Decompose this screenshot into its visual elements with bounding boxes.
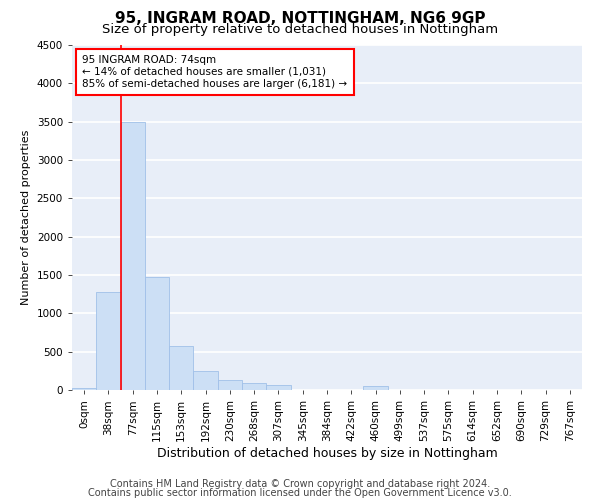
Bar — [364, 386, 388, 390]
Bar — [193, 371, 218, 390]
Text: Contains HM Land Registry data © Crown copyright and database right 2024.: Contains HM Land Registry data © Crown c… — [110, 479, 490, 489]
Bar — [266, 385, 290, 390]
Y-axis label: Number of detached properties: Number of detached properties — [21, 130, 31, 305]
X-axis label: Distribution of detached houses by size in Nottingham: Distribution of detached houses by size … — [157, 446, 497, 460]
Text: Size of property relative to detached houses in Nottingham: Size of property relative to detached ho… — [102, 22, 498, 36]
Bar — [96, 292, 121, 390]
Bar — [242, 384, 266, 390]
Bar — [169, 346, 193, 390]
Bar — [218, 380, 242, 390]
Bar — [145, 278, 169, 390]
Text: Contains public sector information licensed under the Open Government Licence v3: Contains public sector information licen… — [88, 488, 512, 498]
Bar — [72, 388, 96, 390]
Bar — [121, 122, 145, 390]
Text: 95, INGRAM ROAD, NOTTINGHAM, NG6 9GP: 95, INGRAM ROAD, NOTTINGHAM, NG6 9GP — [115, 11, 485, 26]
Text: 95 INGRAM ROAD: 74sqm
← 14% of detached houses are smaller (1,031)
85% of semi-d: 95 INGRAM ROAD: 74sqm ← 14% of detached … — [82, 56, 347, 88]
